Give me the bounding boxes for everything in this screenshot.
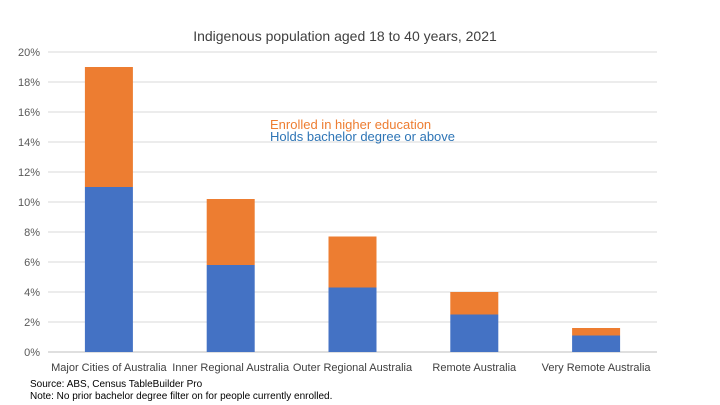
chart-title: Indigenous population aged 18 to 40 year… [193,28,497,44]
y-tick-label: 6% [24,257,40,269]
y-tick-label: 0% [24,347,40,359]
x-category-label: Very Remote Australia [542,362,652,374]
y-tick-label: 14% [18,137,40,149]
y-axis-ticks: 0% 2% 4% 6% 8% 10% 12% 14% 16% 18% 20% [18,47,40,359]
bar-enrolled [84,67,133,187]
bar-bachelor [84,187,133,352]
x-category-label: Inner Regional Australia [172,362,290,374]
x-axis-categories: Major Cities of Australia Inner Regional … [51,362,651,374]
bar-bachelor [206,265,255,352]
y-tick-label: 10% [18,197,40,209]
x-category-label: Outer Regional Australia [293,362,413,374]
bars [84,67,621,352]
y-tick-label: 2% [24,317,40,329]
gridlines [48,51,657,353]
bar-enrolled [450,292,499,315]
bar-enrolled [328,236,377,288]
y-tick-label: 4% [24,287,40,299]
bar-enrolled [206,199,255,265]
y-tick-label: 18% [18,77,40,89]
x-category-label: Major Cities of Australia [51,362,167,374]
bar-enrolled [572,328,621,336]
x-category-label: Remote Australia [432,362,517,374]
bar-bachelor [450,314,499,352]
y-tick-label: 20% [18,47,40,59]
y-tick-label: 8% [24,227,40,239]
y-tick-label: 16% [18,107,40,119]
legend-bachelor: Holds bachelor degree or above [270,129,455,144]
y-tick-label: 12% [18,167,40,179]
source-note: Source: ABS, Census TableBuilder Pro [30,379,203,390]
bar-bachelor [328,287,377,352]
bar-bachelor [572,335,621,352]
footnote: Note: No prior bachelor degree filter on… [30,391,333,402]
legend-enrolled: Enrolled in higher education [270,117,431,132]
